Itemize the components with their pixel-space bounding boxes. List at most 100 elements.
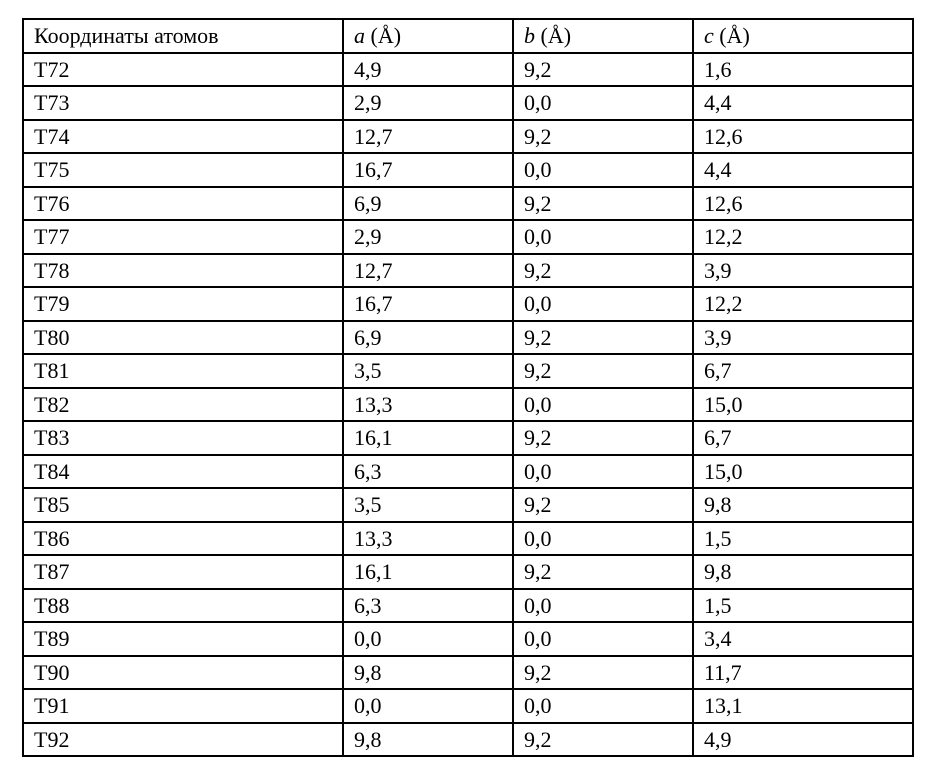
cell-c: 1,5 — [693, 589, 913, 623]
col-header-c-unit: (Å) — [719, 23, 750, 48]
cell-b: 9,2 — [513, 187, 693, 221]
table-row: T8716,19,29,8 — [23, 555, 913, 589]
cell-b: 9,2 — [513, 354, 693, 388]
cell-b: 0,0 — [513, 287, 693, 321]
cell-a: 9,8 — [343, 723, 513, 757]
cell-b: 9,2 — [513, 254, 693, 288]
cell-b: 0,0 — [513, 153, 693, 187]
cell-c: 15,0 — [693, 388, 913, 422]
table-row: T8613,30,01,5 — [23, 522, 913, 556]
cell-c: 4,4 — [693, 153, 913, 187]
cell-a: 2,9 — [343, 86, 513, 120]
cell-b: 0,0 — [513, 388, 693, 422]
table-header-row: Координаты атомов a (Å) b (Å) c (Å) — [23, 19, 913, 53]
cell-a: 0,0 — [343, 689, 513, 723]
table-row: T886,30,01,5 — [23, 589, 913, 623]
cell-a: 12,7 — [343, 120, 513, 154]
table-row: T7812,79,23,9 — [23, 254, 913, 288]
cell-b: 9,2 — [513, 321, 693, 355]
col-header-a-var: a — [354, 23, 365, 48]
table-row: T732,90,04,4 — [23, 86, 913, 120]
cell-name: T85 — [23, 488, 343, 522]
table-body: T724,99,21,6T732,90,04,4T7412,79,212,6T7… — [23, 53, 913, 757]
cell-c: 4,4 — [693, 86, 913, 120]
cell-b: 0,0 — [513, 689, 693, 723]
cell-b: 9,2 — [513, 723, 693, 757]
table-row: T772,90,012,2 — [23, 220, 913, 254]
cell-name: T80 — [23, 321, 343, 355]
col-header-c: c (Å) — [693, 19, 913, 53]
cell-c: 3,4 — [693, 622, 913, 656]
cell-a: 0,0 — [343, 622, 513, 656]
coordinates-table: Координаты атомов a (Å) b (Å) c (Å) T724… — [22, 18, 914, 757]
cell-name: T75 — [23, 153, 343, 187]
col-header-b: b (Å) — [513, 19, 693, 53]
table-row: T929,89,24,9 — [23, 723, 913, 757]
table-row: T7412,79,212,6 — [23, 120, 913, 154]
cell-b: 9,2 — [513, 53, 693, 87]
cell-name: T77 — [23, 220, 343, 254]
cell-a: 6,9 — [343, 321, 513, 355]
cell-b: 0,0 — [513, 455, 693, 489]
cell-b: 0,0 — [513, 220, 693, 254]
cell-c: 9,8 — [693, 555, 913, 589]
cell-c: 1,6 — [693, 53, 913, 87]
table-row: T7516,70,04,4 — [23, 153, 913, 187]
cell-name: T76 — [23, 187, 343, 221]
table-row: T766,99,212,6 — [23, 187, 913, 221]
cell-a: 6,9 — [343, 187, 513, 221]
table-row: T8316,19,26,7 — [23, 421, 913, 455]
cell-name: T91 — [23, 689, 343, 723]
cell-name: T74 — [23, 120, 343, 154]
cell-c: 6,7 — [693, 421, 913, 455]
cell-c: 3,9 — [693, 254, 913, 288]
cell-a: 13,3 — [343, 522, 513, 556]
cell-name: T84 — [23, 455, 343, 489]
cell-name: T87 — [23, 555, 343, 589]
cell-b: 0,0 — [513, 589, 693, 623]
table-row: T890,00,03,4 — [23, 622, 913, 656]
table-row: T806,99,23,9 — [23, 321, 913, 355]
col-header-c-var: c — [704, 23, 714, 48]
cell-a: 12,7 — [343, 254, 513, 288]
cell-name: T92 — [23, 723, 343, 757]
table-row: T8213,30,015,0 — [23, 388, 913, 422]
cell-c: 9,8 — [693, 488, 913, 522]
cell-c: 6,7 — [693, 354, 913, 388]
cell-b: 0,0 — [513, 86, 693, 120]
col-header-name: Координаты атомов — [23, 19, 343, 53]
page: Координаты атомов a (Å) b (Å) c (Å) T724… — [0, 0, 936, 705]
cell-b: 9,2 — [513, 555, 693, 589]
cell-c: 13,1 — [693, 689, 913, 723]
cell-b: 0,0 — [513, 622, 693, 656]
cell-a: 3,5 — [343, 354, 513, 388]
cell-name: T81 — [23, 354, 343, 388]
cell-a: 2,9 — [343, 220, 513, 254]
table-row: T909,89,211,7 — [23, 656, 913, 690]
cell-a: 4,9 — [343, 53, 513, 87]
cell-a: 16,1 — [343, 555, 513, 589]
cell-c: 3,9 — [693, 321, 913, 355]
col-header-a: a (Å) — [343, 19, 513, 53]
cell-a: 3,5 — [343, 488, 513, 522]
cell-a: 16,7 — [343, 153, 513, 187]
table-head: Координаты атомов a (Å) b (Å) c (Å) — [23, 19, 913, 53]
table-row: T910,00,013,1 — [23, 689, 913, 723]
table-row: T846,30,015,0 — [23, 455, 913, 489]
cell-name: T86 — [23, 522, 343, 556]
cell-c: 15,0 — [693, 455, 913, 489]
cell-b: 9,2 — [513, 488, 693, 522]
cell-a: 6,3 — [343, 455, 513, 489]
cell-name: T90 — [23, 656, 343, 690]
cell-a: 13,3 — [343, 388, 513, 422]
cell-name: T72 — [23, 53, 343, 87]
cell-b: 0,0 — [513, 522, 693, 556]
cell-c: 4,9 — [693, 723, 913, 757]
cell-name: T78 — [23, 254, 343, 288]
cell-name: T73 — [23, 86, 343, 120]
cell-name: T82 — [23, 388, 343, 422]
cell-c: 1,5 — [693, 522, 913, 556]
cell-a: 16,1 — [343, 421, 513, 455]
cell-a: 9,8 — [343, 656, 513, 690]
table-row: T724,99,21,6 — [23, 53, 913, 87]
